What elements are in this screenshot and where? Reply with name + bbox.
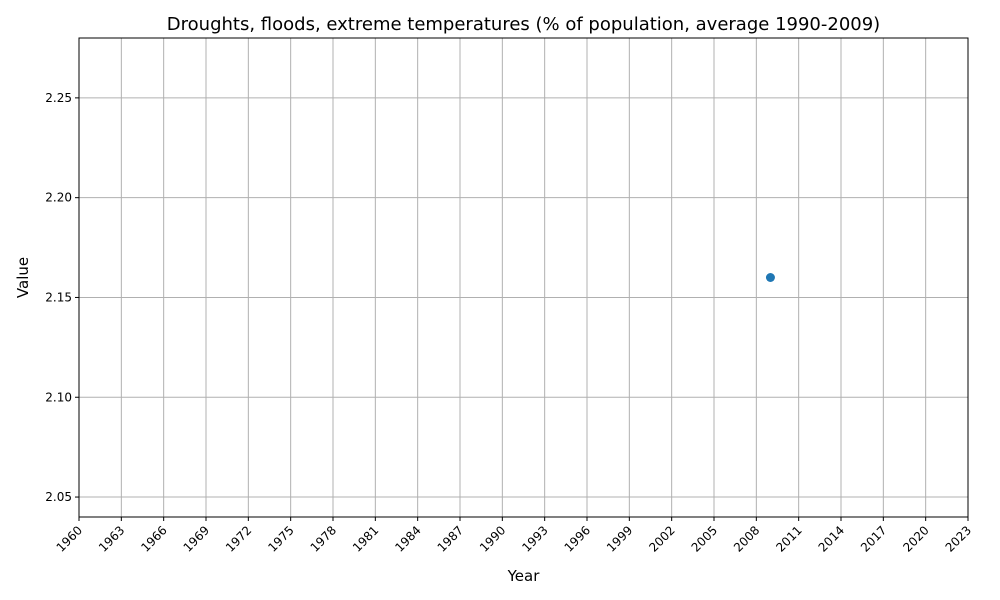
- x-tick-label: 1993: [519, 523, 550, 554]
- x-tick-label: 2014: [816, 523, 847, 554]
- y-tick-label: 2.20: [45, 191, 72, 205]
- x-axis-title: Year: [507, 567, 541, 585]
- x-tick-label: 2020: [900, 523, 931, 554]
- x-tick-label: 1999: [604, 523, 635, 554]
- x-tick-label: 1996: [562, 523, 593, 554]
- x-tick-label: 2017: [858, 523, 889, 554]
- x-tick-label: 2011: [773, 523, 804, 554]
- x-tick-label: 1975: [265, 523, 296, 554]
- x-tick-label: 1969: [181, 523, 212, 554]
- x-tick-label: 1987: [435, 523, 466, 554]
- y-tick-label: 2.05: [45, 490, 72, 504]
- x-tick-label: 1960: [54, 523, 85, 554]
- x-tick-label: 1963: [96, 523, 127, 554]
- x-tick-label: 1966: [138, 523, 169, 554]
- x-tick-label: 1981: [350, 523, 381, 554]
- x-tick-label: 1972: [223, 523, 254, 554]
- chart-title: Droughts, floods, extreme temperatures (…: [167, 14, 880, 35]
- y-tick-label: 2.10: [45, 390, 72, 404]
- y-tick-label: 2.25: [45, 91, 72, 105]
- y-axis-title: Value: [14, 257, 32, 298]
- grid: [78, 38, 969, 517]
- x-tick-label: 1990: [477, 523, 508, 554]
- x-tick-label: 2002: [646, 523, 677, 554]
- x-axis-ticks: 1960 1963 1966 1969 1972 1975 1978 1981 1984 1987…: [54, 517, 974, 555]
- data-points: [765, 273, 775, 282]
- x-tick-label: 2005: [689, 523, 720, 554]
- x-tick-label: 2008: [731, 523, 762, 554]
- x-tick-label: 2023: [943, 523, 974, 554]
- x-tick-label: 1984: [392, 523, 423, 554]
- data-point: [765, 273, 775, 282]
- y-axis-ticks: 2.05 2.10 2.15 2.20 2.25: [45, 91, 79, 504]
- plot-area-frame: [78, 37, 969, 518]
- x-tick-label: 1978: [308, 523, 339, 554]
- y-tick-label: 2.15: [45, 290, 72, 304]
